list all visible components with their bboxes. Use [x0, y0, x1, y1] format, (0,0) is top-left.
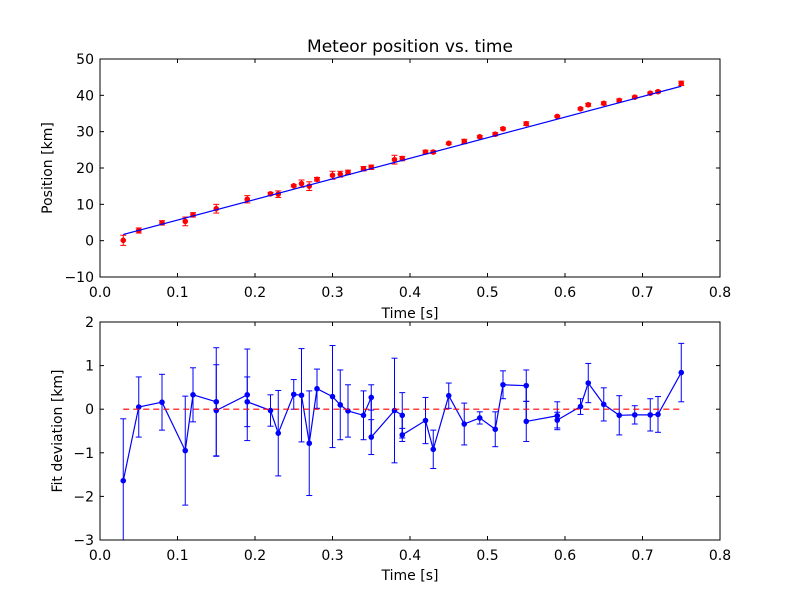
deviation-panel: 0.0 0.1 0.2 0.3 0.4 0.5 0.6 0.7 0.8 −3 −2 −1 0 1 2 Tim…	[50, 315, 731, 584]
position-y-tick-label: 50	[76, 52, 94, 68]
deviation-y-axis-label: Fit deviation [km]	[50, 369, 66, 492]
deviation-data-point	[337, 402, 344, 408]
deviation-plot-area: 0.0 0.1 0.2 0.3 0.4 0.5 0.6 0.7 0.8 −3 −2 −1 0 1 2	[73, 315, 731, 564]
position-data-point	[500, 125, 506, 132]
deviation-data-point	[267, 407, 274, 414]
position-chart-title: Meteor position vs. time	[307, 37, 513, 57]
position-series-1-line	[123, 85, 682, 236]
deviation-x-tick-label: 0.8	[709, 548, 731, 564]
deviation-data-point	[554, 417, 561, 423]
deviation-data-point	[182, 447, 189, 454]
deviation-x-tick-label: 0.7	[631, 548, 653, 564]
deviation-x-tick-label: 0.5	[476, 548, 498, 564]
deviation-y-tick-label: −1	[73, 446, 94, 462]
deviation-data-point	[445, 392, 452, 399]
position-data-point	[329, 172, 336, 179]
deviation-data-point	[523, 418, 530, 425]
deviation-data-point	[422, 417, 429, 424]
position-data-point	[554, 113, 561, 120]
deviation-data-point	[120, 477, 127, 484]
position-data-point	[391, 156, 398, 163]
deviation-data-layer	[120, 342, 685, 540]
position-y-axis-label: Position [km]	[40, 122, 56, 214]
position-data-point	[120, 237, 127, 244]
position-x-tick-label: 0.2	[244, 285, 266, 301]
deviation-data-point	[678, 369, 685, 376]
position-x-tick-label: 0.5	[476, 285, 498, 301]
deviation-data-point	[190, 392, 196, 398]
deviation-x-tick-label: 0.6	[554, 548, 576, 564]
deviation-data-point	[577, 403, 584, 410]
position-x-tick-label: 0.0	[89, 285, 111, 301]
deviation-x-axis-label: Time [s]	[381, 568, 439, 584]
position-x-tick-label: 0.4	[399, 285, 421, 301]
position-data-point	[600, 100, 607, 107]
position-y-tick-label: 10	[76, 197, 94, 213]
deviation-data-point	[523, 382, 530, 389]
deviation-data-point	[647, 412, 654, 418]
deviation-data-point	[244, 398, 251, 405]
position-panel: Meteor position vs. time 0.0 0.1 0.2 0.3 0.4…	[40, 37, 731, 322]
deviation-y-tick-label: −2	[73, 489, 94, 505]
deviation-data-point	[585, 380, 592, 386]
deviation-data-point	[275, 430, 282, 436]
deviation-x-tick-label: 0.0	[89, 548, 111, 564]
position-data-point	[577, 105, 584, 112]
deviation-x-tick-label: 0.1	[166, 548, 188, 564]
deviation-x-tick-label: 0.4	[399, 548, 421, 564]
position-x-tick-label: 0.8	[709, 285, 731, 301]
position-data-point	[290, 183, 297, 189]
position-data-point	[476, 133, 483, 140]
deviation-data-point	[306, 440, 313, 447]
deviation-data-point	[655, 411, 661, 418]
deviation-data-point	[399, 432, 406, 438]
position-plot-area: 0.0 0.1 0.2 0.3 0.4 0.5 0.6 0.7 0.8 −10 0 10 20 30 40 5…	[64, 52, 731, 301]
position-x-tick-label: 0.3	[321, 285, 343, 301]
deviation-data-point	[298, 392, 305, 399]
deviation-data-point	[461, 421, 468, 427]
position-data-point	[314, 176, 320, 183]
position-data-point	[445, 140, 452, 147]
deviation-x-tick-label: 0.3	[321, 548, 343, 564]
deviation-data-point	[430, 446, 437, 453]
deviation-data-point	[600, 401, 607, 408]
deviation-data-point	[329, 393, 336, 400]
deviation-data-point	[492, 426, 499, 433]
position-data-layer	[120, 80, 685, 246]
position-y-tick-label: 40	[76, 88, 94, 104]
position-data-point	[678, 80, 685, 87]
deviation-data-point	[314, 385, 320, 392]
position-y-tick-label: 0	[85, 234, 94, 250]
deviation-y-tick-label: 0	[85, 402, 94, 418]
position-y-tick-label: 20	[76, 161, 94, 177]
position-data-point	[523, 120, 530, 127]
position-x-tick-label: 0.7	[631, 285, 653, 301]
position-x-axis-label: Time [s]	[381, 306, 439, 322]
deviation-x-tick-label: 0.2	[244, 548, 266, 564]
position-data-point	[585, 101, 592, 108]
position-y-tick-label: −10	[64, 270, 94, 286]
deviation-data-point	[368, 394, 375, 401]
deviation-y-tick-label: 1	[85, 359, 94, 375]
position-y-tick-label: 30	[76, 125, 94, 141]
position-x-tick-label: 0.6	[554, 285, 576, 301]
position-data-point	[337, 171, 344, 177]
deviation-data-point	[500, 381, 506, 388]
deviation-data-point	[399, 412, 406, 419]
deviation-data-point	[368, 434, 375, 440]
deviation-y-tick-label: 2	[85, 315, 94, 331]
position-x-tick-label: 0.1	[166, 285, 188, 301]
deviation-data-point	[290, 391, 297, 398]
position-data-point	[182, 218, 189, 225]
deviation-y-tick-label: −3	[73, 533, 94, 549]
deviation-data-point	[159, 399, 165, 406]
deviation-data-point	[631, 412, 638, 418]
position-data-point	[298, 180, 305, 187]
deviation-data-point	[616, 412, 623, 419]
deviation-data-point	[476, 415, 483, 421]
deviation-data-point	[360, 412, 367, 419]
